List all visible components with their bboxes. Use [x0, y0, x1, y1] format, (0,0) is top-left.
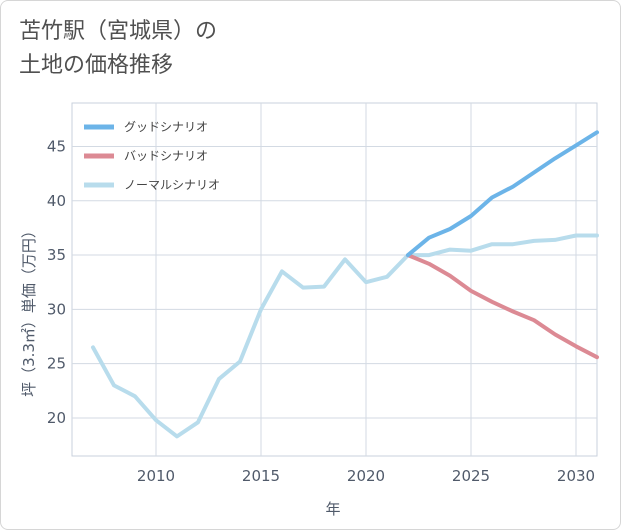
- y-tick-label: 20: [47, 409, 66, 427]
- x-tick-label: 2015: [242, 467, 280, 485]
- series-line-2: [91, 233, 599, 439]
- chart-title: 苫竹駅（宮城県）の 土地の価格推移: [19, 15, 419, 83]
- x-tick-label: 2025: [452, 467, 490, 485]
- y-tick-label: 25: [47, 355, 66, 373]
- x-axis-title: 年: [325, 500, 340, 518]
- y-tick-label: 35: [47, 246, 66, 264]
- grid: [71, 102, 598, 457]
- series-lines: [91, 130, 599, 439]
- series-line-0: [406, 130, 599, 258]
- legend-label[interactable]: グッドシナリオ: [124, 120, 208, 134]
- plot-frame: [71, 102, 598, 457]
- x-tick-label: 2020: [347, 467, 385, 485]
- legend-label[interactable]: ノーマルシナリオ: [124, 178, 220, 192]
- y-tick-label: 45: [47, 137, 66, 155]
- series-line-1: [406, 253, 599, 360]
- y-tick-label: 40: [47, 192, 66, 210]
- y-tick-label: 30: [47, 300, 66, 318]
- chart-title-line1: 苫竹駅（宮城県）の: [19, 19, 218, 44]
- legend-label[interactable]: バッドシナリオ: [124, 149, 208, 163]
- x-tick-label: 2010: [137, 467, 175, 485]
- y-axis-title: 坪（3.3㎡）単価（万円）: [20, 223, 38, 397]
- chart-title-line2: 土地の価格推移: [19, 53, 174, 78]
- x-tick-label: 2030: [557, 467, 595, 485]
